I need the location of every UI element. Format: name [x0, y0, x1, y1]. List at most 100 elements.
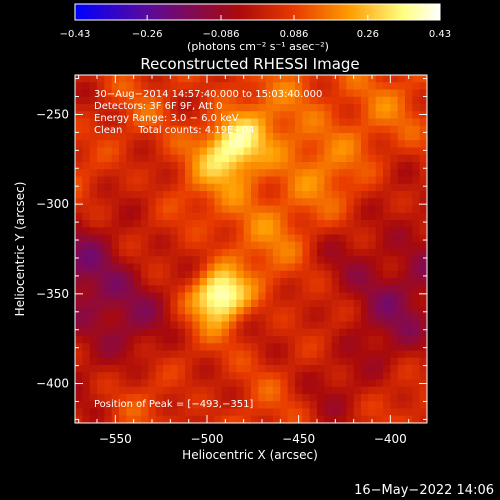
heatmap-cell: [155, 104, 164, 112]
heatmap-cell: [207, 256, 215, 265]
heatmap-cell: [361, 386, 369, 395]
heatmap-cell: [163, 241, 171, 250]
heatmap-cell: [111, 227, 120, 236]
heatmap-cell: [280, 82, 289, 91]
heatmap-cell: [390, 183, 399, 192]
heatmap-cell: [353, 415, 362, 423]
heatmap-cell: [221, 212, 230, 221]
heatmap-cell: [353, 357, 362, 366]
heatmap-cell: [412, 278, 421, 286]
heatmap-cell: [361, 227, 369, 236]
heatmap-cell: [324, 408, 333, 417]
heatmap-cell: [390, 343, 399, 352]
heatmap-cell: [214, 140, 223, 149]
heatmap-cell: [243, 104, 252, 112]
heatmap-cell: [97, 133, 105, 141]
colorbar-tick-label: 0.43: [429, 29, 451, 40]
heatmap-cell: [287, 234, 296, 243]
heatmap-cell: [397, 118, 406, 127]
heatmap-cell: [368, 212, 377, 221]
heatmap-cell: [309, 408, 318, 417]
heatmap-cell: [346, 263, 355, 272]
heatmap-cell: [97, 111, 105, 120]
heatmap-cell: [331, 263, 340, 272]
heatmap-cell: [148, 401, 157, 410]
heatmap-cell: [302, 89, 311, 98]
heatmap-cell: [199, 408, 208, 417]
heatmap-cell: [331, 183, 340, 192]
heatmap-cell: [119, 343, 127, 352]
heatmap-cell: [133, 169, 142, 178]
heatmap-cell: [295, 154, 303, 163]
heatmap-cell: [346, 176, 355, 185]
heatmap-cell: [280, 292, 289, 301]
heatmap-cell: [236, 386, 245, 395]
heatmap-cell: [170, 176, 179, 185]
heatmap-cell: [89, 183, 98, 192]
heatmap-cell: [397, 415, 406, 423]
heatmap-cell: [126, 234, 135, 243]
heatmap-cell: [287, 191, 296, 199]
heatmap-cell: [280, 394, 289, 402]
heatmap-cell: [236, 125, 245, 134]
heatmap-cell: [97, 198, 105, 207]
heatmap-cell: [141, 408, 149, 417]
heatmap-cell: [75, 176, 83, 185]
heatmap-cell: [163, 205, 171, 214]
heatmap-cell: [141, 82, 149, 91]
heatmap-cell: [368, 125, 377, 134]
heatmap-cell: [317, 183, 325, 192]
heatmap-cell: [214, 162, 223, 170]
heatmap-cell: [141, 227, 149, 236]
heatmap-cell: [375, 212, 384, 221]
heatmap-cell: [89, 328, 98, 337]
heatmap-cell: [368, 176, 377, 185]
heatmap-cell: [361, 198, 369, 207]
heatmap-cell: [251, 220, 259, 228]
heatmap-cell: [280, 314, 289, 323]
heatmap-cell: [207, 350, 215, 359]
heatmap-cell: [258, 321, 267, 330]
heatmap-cell: [207, 191, 215, 199]
heatmap-cell: [104, 415, 113, 423]
heatmap-cell: [390, 307, 399, 315]
heatmap-cell: [265, 307, 274, 315]
heatmap-cell: [397, 249, 406, 257]
heatmap-cell: [265, 220, 274, 228]
heatmap-cell: [229, 191, 237, 199]
heatmap-cell: [177, 299, 186, 308]
heatmap-cell: [148, 154, 157, 163]
heatmap-cell: [405, 328, 413, 337]
heatmap-cell: [177, 350, 186, 359]
heatmap-cell: [280, 191, 289, 199]
heatmap-cell: [229, 285, 237, 294]
heatmap-cell: [361, 82, 369, 91]
heatmap-cell: [419, 401, 427, 410]
heatmap-cell: [185, 285, 193, 294]
heatmap-cell: [368, 154, 377, 163]
heatmap-cell: [133, 314, 142, 323]
heatmap-cell: [375, 365, 384, 373]
heatmap-cell: [214, 321, 223, 330]
heatmap-cell: [243, 365, 252, 373]
heatmap-cell: [214, 263, 223, 272]
heatmap-cell: [199, 372, 208, 381]
heatmap-cell: [339, 307, 347, 315]
heatmap-cell: [309, 278, 318, 286]
heatmap-cell: [405, 379, 413, 388]
heatmap-cell: [236, 307, 245, 315]
heatmap-cell: [412, 256, 421, 265]
heatmap-cell: [75, 147, 83, 156]
heatmap-cell: [317, 372, 325, 381]
heatmap-cell: [155, 75, 164, 83]
heatmap-cell: [177, 183, 186, 192]
heatmap-cell: [148, 205, 157, 214]
heatmap-cell: [119, 270, 127, 279]
heatmap-cell: [353, 125, 362, 134]
heatmap-cell: [170, 147, 179, 156]
heatmap-cell: [353, 162, 362, 170]
heatmap-cell: [199, 96, 208, 105]
heatmap-cell: [295, 256, 303, 265]
heatmap-cell: [111, 147, 120, 156]
heatmap-cell: [258, 198, 267, 207]
